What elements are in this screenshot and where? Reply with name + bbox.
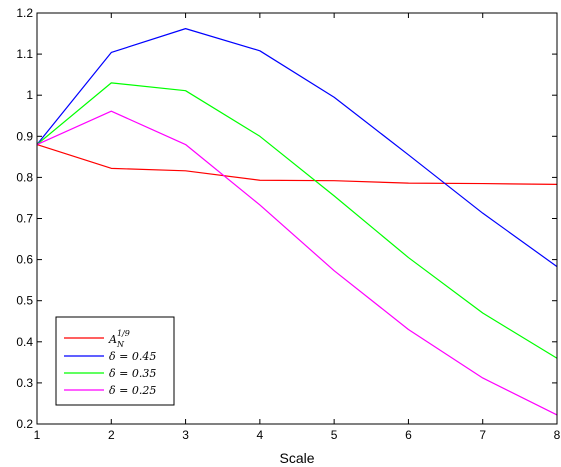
x-tick-label: 2	[108, 428, 115, 442]
y-tick-label: 1.2	[16, 6, 33, 20]
y-tick-label: 0.3	[16, 376, 33, 390]
legend-entry: δ = 0.35	[64, 367, 156, 380]
x-tick-label: 1	[34, 428, 41, 442]
y-tick-label: 0.5	[16, 294, 33, 308]
legend-label: δ = 0.35	[109, 367, 156, 380]
y-tick-label: 0.4	[16, 335, 33, 349]
axes: 1 2 3 4 5 6 7 8 0.2 0.3 0.4 0.5 0.6 0.7 0.8 0.9 1 1.1 1.2	[16, 6, 560, 442]
x-tick-label: 6	[405, 428, 412, 442]
y-tick-label: 0.6	[16, 253, 33, 267]
legend-label: δ = 0.45	[109, 350, 156, 363]
x-tick-label: 8	[554, 428, 561, 442]
series-line-3	[36, 82, 558, 359]
x-tick-label: 3	[182, 428, 189, 442]
legend-label: δ = 0.25	[109, 384, 156, 397]
y-tick-label: 0.9	[16, 129, 33, 143]
x-tick-label: 4	[257, 428, 264, 442]
y-tick-label: 1.1	[16, 47, 33, 61]
series-line-1	[36, 143, 558, 185]
y-tick-label: 0.8	[16, 170, 33, 184]
x-tick-label: 5	[331, 428, 338, 442]
legend-label: AN1/9	[108, 329, 130, 349]
legend-entry: δ = 0.45	[64, 350, 156, 363]
legend-entry: AN1/9	[64, 329, 130, 349]
plot-area	[36, 28, 558, 416]
y-tick-label: 1	[26, 88, 33, 102]
series-line-2	[36, 28, 558, 268]
legend-entry: δ = 0.25	[64, 384, 156, 397]
x-axis-label: Scale	[279, 450, 314, 466]
legend: AN1/9 δ = 0.45 δ = 0.35 δ = 0.25	[55, 316, 175, 406]
series-line-4	[36, 110, 558, 416]
x-tick-label: 7	[479, 428, 486, 442]
y-tick-label: 0.2	[16, 417, 33, 431]
y-tick-label: 0.7	[16, 212, 33, 226]
